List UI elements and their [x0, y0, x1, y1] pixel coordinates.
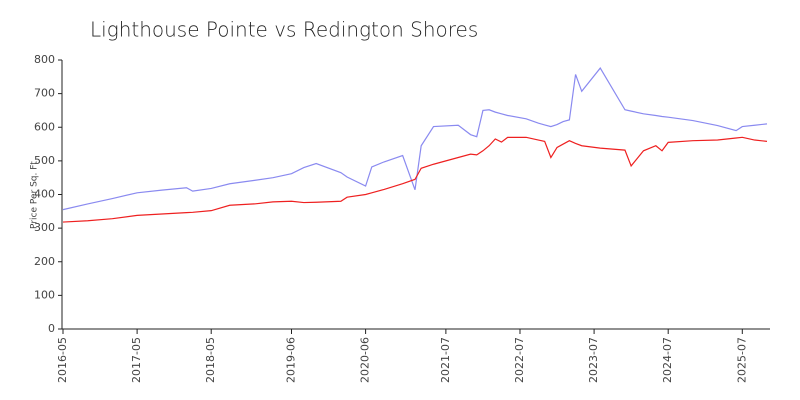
x-tick-label: 2018-05 [204, 337, 217, 383]
y-tick-label: 600 [34, 120, 55, 133]
chart-title: Lighthouse Pointe vs Redington Shores [90, 18, 478, 42]
x-tick-label: 2022-07 [513, 337, 526, 383]
x-tick-label: 2016-05 [56, 337, 69, 383]
x-tick-label: 2021-07 [439, 337, 452, 383]
x-tick-label: 2019-06 [284, 337, 297, 383]
y-tick-label: 300 [34, 221, 55, 234]
y-axis-label: Price Per Sq. Ft [30, 161, 40, 229]
x-tick-label: 2024-07 [661, 337, 674, 383]
x-tick-label: 2020-06 [359, 337, 372, 383]
y-tick-label: 400 [34, 188, 55, 201]
y-tick-label: 0 [48, 322, 55, 335]
x-tick-label: 2023-07 [587, 337, 600, 383]
x-tick-label: 2025-07 [735, 337, 748, 383]
y-tick-label: 800 [34, 53, 55, 66]
y-tick-label: 500 [34, 154, 55, 167]
data-line [62, 136, 768, 223]
y-tick-label: 100 [34, 288, 55, 301]
data-line [62, 67, 768, 211]
y-tick-label: 200 [34, 255, 55, 268]
x-tick-label: 2017-05 [130, 337, 143, 383]
y-tick-label: 700 [34, 87, 55, 100]
